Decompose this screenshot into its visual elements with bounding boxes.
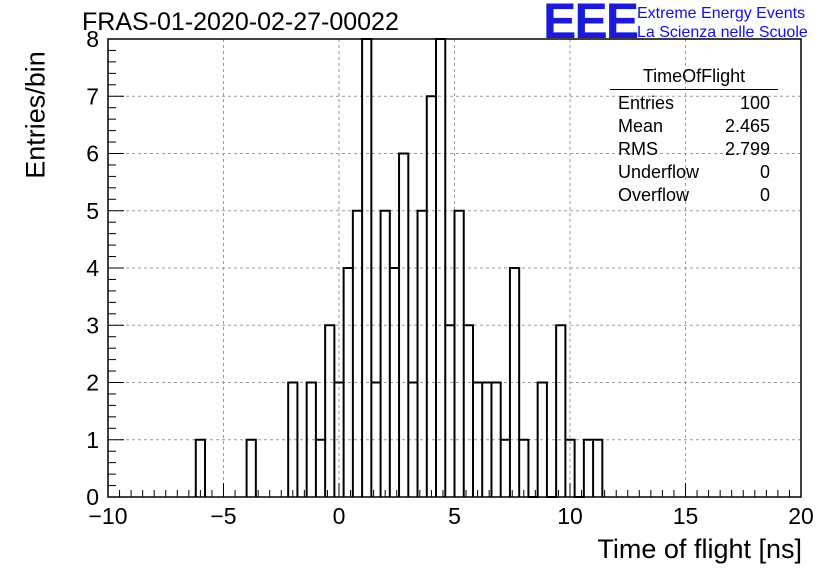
stats-row-entries: Entries 100 [610, 92, 778, 115]
histogram-bin [381, 211, 390, 497]
stats-value: 0 [759, 185, 770, 205]
histogram-bin [418, 211, 427, 497]
stats-row-underflow: Underflow 0 [610, 161, 778, 184]
y-tick-label: 2 [86, 370, 99, 396]
stats-box: TimeOfFlight Entries 100 Mean 2.465 RMS … [610, 66, 778, 207]
stats-label: Overflow [618, 185, 690, 205]
histogram-bin [325, 325, 334, 497]
histogram-bin [427, 96, 436, 497]
histogram-bin [196, 440, 205, 497]
stats-value: 2.799 [724, 139, 770, 159]
histogram-bin [519, 440, 528, 497]
y-tick-label: 8 [86, 26, 99, 52]
y-tick-label: 3 [86, 312, 99, 338]
histogram-bin [464, 325, 473, 497]
y-tick-label: 5 [86, 198, 99, 224]
x-tick-label: 10 [557, 503, 583, 529]
histogram-bin [316, 440, 325, 497]
y-tick-label: 7 [86, 83, 99, 109]
histogram-bin [593, 440, 602, 497]
stats-row-overflow: Overflow 0 [610, 184, 778, 207]
stats-label: RMS [618, 139, 658, 159]
logo-caption: Extreme Energy Events La Scienza nelle S… [637, 4, 808, 42]
x-tick-label: 0 [333, 503, 346, 529]
histogram-bin [584, 440, 593, 497]
stats-label: Entries [618, 93, 675, 113]
x-tick-label: 20 [788, 503, 814, 529]
eee-logo: EEE [543, 0, 639, 49]
y-axis-label: Entries/bin [20, 51, 51, 179]
logo-caption-line1: Extreme Energy Events [637, 5, 806, 22]
histogram-bin [445, 325, 454, 497]
stats-title: TimeOfFlight [610, 66, 778, 90]
stats-value: 100 [739, 93, 770, 113]
logo-caption-line2: La Scienza nelle Scuole [637, 24, 808, 41]
histogram-bin [501, 440, 510, 497]
y-tick-label: 6 [86, 141, 99, 167]
stats-value: 2.465 [724, 116, 770, 136]
histogram-outline [194, 38, 604, 498]
chart-title: FRAS-01-2020-02-27-00022 [82, 8, 399, 36]
histogram-bin [247, 440, 256, 497]
histogram-bin [353, 211, 362, 497]
stats-label: Mean [618, 116, 664, 136]
stats-label: Underflow [618, 162, 700, 182]
y-tick-label: 1 [86, 427, 99, 453]
stats-row-mean: Mean 2.465 [610, 115, 778, 138]
x-axis-label: Time of flight [ns] [597, 534, 802, 564]
x-tick-label: −10 [88, 503, 127, 529]
stats-value: 0 [759, 162, 770, 182]
x-tick-label: −5 [210, 503, 236, 529]
histogram-bin [455, 211, 464, 497]
x-tick-label: 15 [673, 503, 699, 529]
y-tick-label: 4 [86, 255, 99, 281]
y-tick-label: 0 [86, 484, 99, 510]
histogram-bin [556, 325, 565, 497]
x-tick-label: 5 [448, 503, 461, 529]
stats-row-rms: RMS 2.799 [610, 138, 778, 161]
